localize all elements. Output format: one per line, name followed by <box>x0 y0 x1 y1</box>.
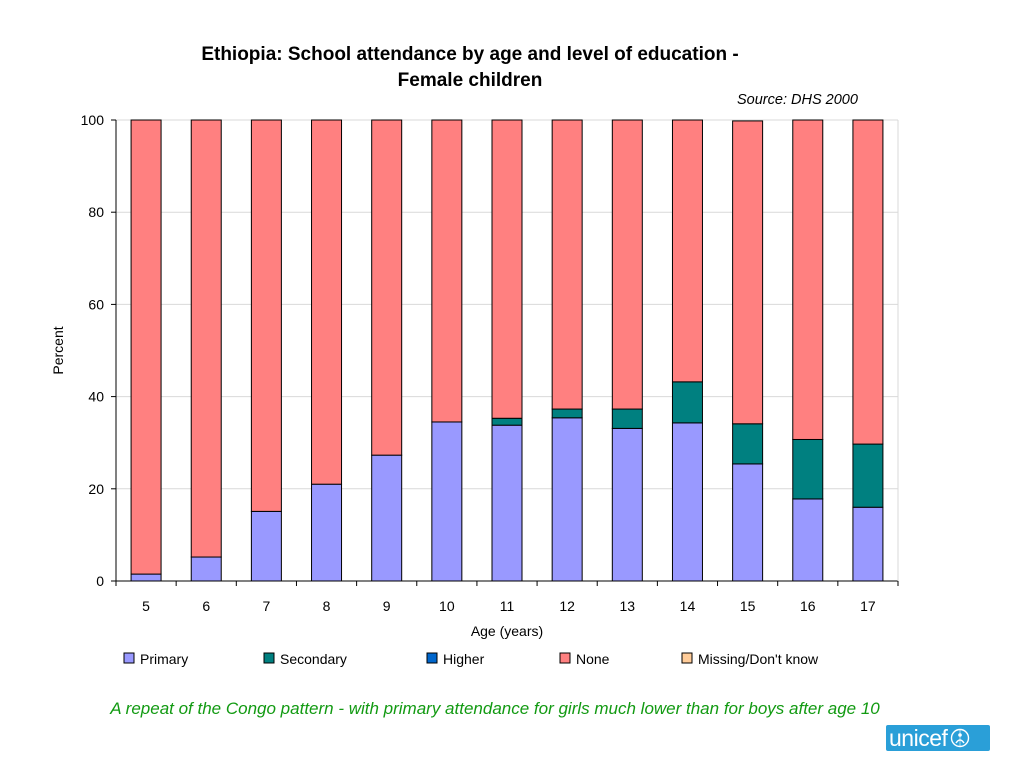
bar-segment-primary <box>852 506 884 582</box>
bar-segment-none <box>792 119 824 440</box>
bar-segment-none <box>491 119 523 419</box>
chart-title: Ethiopia: School attendance by age and l… <box>0 42 940 94</box>
x-tick-label: 8 <box>323 598 331 614</box>
x-tick-label: 17 <box>860 598 876 614</box>
bar-segment-none <box>431 119 463 423</box>
legend-label: Missing/Don't know <box>698 651 819 667</box>
bar-segment-primary <box>732 463 764 582</box>
bar-segment-primary <box>311 483 343 582</box>
bar-segment-primary <box>250 510 282 582</box>
bar-segment-secondary <box>611 408 643 429</box>
bar-segment-primary <box>371 454 403 582</box>
legend-label: None <box>576 651 610 667</box>
x-tick-label: 14 <box>680 598 696 614</box>
legend-swatch <box>681 652 693 664</box>
x-axis-label: Age (years) <box>471 623 543 639</box>
bar-segment-primary <box>611 427 643 582</box>
legend-swatch <box>426 652 438 664</box>
bar-segment-none <box>852 119 884 445</box>
legend-label: Secondary <box>280 651 347 667</box>
bar-segment-secondary <box>792 438 824 500</box>
bar-segment-none <box>311 119 343 485</box>
legend-label: Higher <box>443 651 485 667</box>
bar-segment-none <box>611 119 643 410</box>
bar-segment-none <box>732 120 764 425</box>
bar-segment-secondary <box>852 443 884 508</box>
y-tick-label: 60 <box>88 296 104 312</box>
x-tick-label: 5 <box>142 598 150 614</box>
caption-text: A repeat of the Congo pattern - with pri… <box>110 699 880 718</box>
stacked-bar-chart: 0 20 40 60 80 100 5 6 7 8 9 10 11 12 13 14 15 16 17 Age (ye… <box>50 112 899 667</box>
bar-segment-none <box>130 119 162 575</box>
x-tick-label: 7 <box>262 598 270 614</box>
bar-segment-secondary <box>551 408 583 419</box>
bar-segment-secondary <box>671 381 703 424</box>
y-tick-label: 20 <box>88 481 104 497</box>
chart-title-line-1: Ethiopia: School attendance by age and l… <box>201 44 739 65</box>
legend-swatch <box>559 652 571 664</box>
unicef-logo-text: unicef <box>889 725 948 751</box>
y-tick-label: 40 <box>88 389 104 405</box>
bar-segment-primary <box>491 424 523 582</box>
bar-segment-none <box>371 119 403 456</box>
legend-swatch <box>123 652 135 664</box>
bar-segment-none <box>671 119 703 383</box>
unicef-logo: unicef <box>886 725 990 751</box>
legend-label: Primary <box>140 651 188 667</box>
bar-segment-secondary <box>491 417 523 426</box>
x-tick-label: 9 <box>383 598 391 614</box>
bar-segment-none <box>551 119 583 410</box>
y-tick-label: 100 <box>81 112 105 128</box>
chart-title-line-2: Female children <box>397 70 543 91</box>
x-tick-label: 15 <box>740 598 756 614</box>
bar-segment-none <box>190 119 222 558</box>
x-tick-label: 10 <box>439 598 455 614</box>
bar-segment-none <box>250 119 282 512</box>
bar-segment-secondary <box>732 423 764 465</box>
bar-segment-primary <box>190 556 222 582</box>
y-axis-label: Percent <box>50 326 66 374</box>
x-tick-label: 13 <box>620 598 636 614</box>
bar-segment-primary <box>792 498 824 582</box>
bar-segment-primary <box>671 422 703 582</box>
y-tick-label: 80 <box>88 204 104 220</box>
bar-segment-primary <box>551 417 583 582</box>
bar-segment-primary <box>130 573 162 582</box>
x-tick-label: 6 <box>202 598 210 614</box>
x-tick-label: 16 <box>800 598 816 614</box>
legend-swatch <box>263 652 275 664</box>
y-tick-label: 0 <box>96 573 104 589</box>
x-tick-label: 12 <box>559 598 575 614</box>
unicef-emblem-icon <box>951 728 970 748</box>
x-tick-label: 11 <box>500 598 515 614</box>
bar-segment-primary <box>431 421 463 582</box>
source-note: Source: DHS 2000 <box>737 92 858 108</box>
